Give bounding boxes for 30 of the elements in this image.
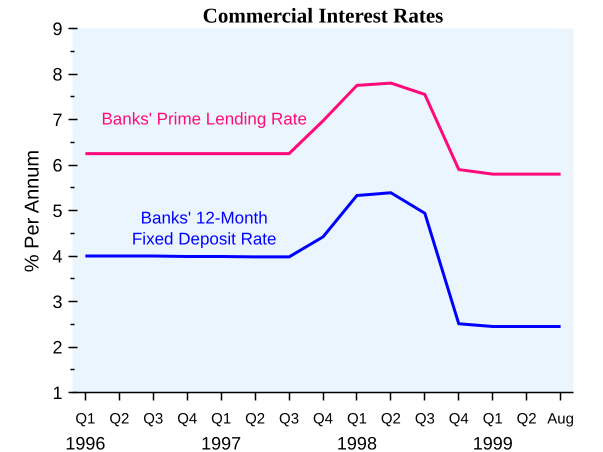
y-tick-label: 3 [52,292,63,312]
x-tick-label: Q2 [516,410,537,428]
x-tick-label: Q4 [312,410,334,428]
x-tick-label: Q3 [279,410,300,428]
y-tick-label: 1 [52,383,63,403]
y-tick-label: 5 [52,201,63,221]
y-tick-label: 8 [52,64,63,84]
x-tick-label: Q3 [414,410,435,428]
x-tick-label: Q2 [380,410,401,428]
x-tick-label: Q2 [245,410,266,428]
chart-title: Commercial Interest Rates [202,4,444,28]
y-tick-label: 2 [52,338,63,358]
category-label: Q1 1999 [472,410,513,452]
line-series [84,82,562,176]
y-tick-label: 9 [52,19,63,39]
category-label: Q1 1996 [65,410,106,452]
x-tick-label: Q3 [143,410,164,428]
x-tick-label: Q4 [177,410,198,428]
series-label: Banks' Prime Lending Rate [101,110,307,129]
category-label: Q1 1997 [201,410,242,452]
x-tick-label: Q2 [109,410,130,428]
y-axis-title: % Per Annum [21,150,44,272]
y-tick-label: 4 [52,246,63,266]
line-series [84,191,562,328]
y-tick-label: 7 [52,110,63,130]
x-tick-label: Aug [547,410,574,428]
series-label: Banks' 12-Month Fixed Deposit Rate [132,208,276,248]
category-label: Q1 1998 [336,410,377,452]
y-tick-label: 6 [52,156,63,176]
x-tick-label: Q4 [448,410,469,428]
